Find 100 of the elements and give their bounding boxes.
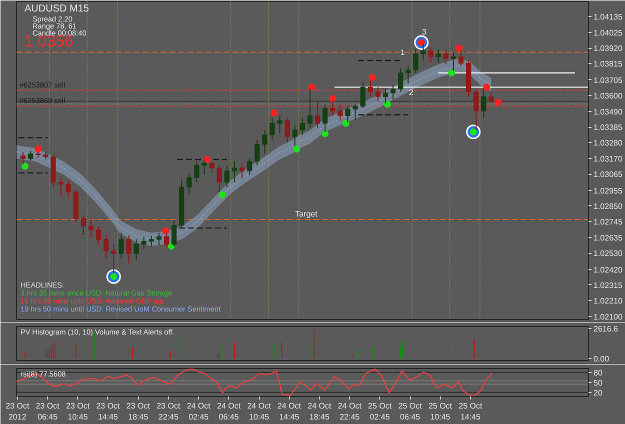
candlestick (186, 172, 192, 196)
candlestick (284, 117, 290, 143)
candlestick (232, 160, 238, 183)
candlestick (428, 46, 434, 63)
candlestick (420, 44, 426, 61)
y-tick-label: 1.03170 (594, 154, 623, 164)
point (322, 130, 329, 138)
candlestick (194, 160, 200, 183)
y-tick-label: 1.03920 (594, 44, 623, 54)
y-tick-label: 1.02745 (594, 217, 623, 226)
x-tick-label: 24 Oct 18:45 (308, 402, 332, 422)
point (270, 109, 278, 116)
candlestick (270, 117, 275, 140)
candlestick (202, 160, 207, 176)
candlestick (443, 48, 448, 65)
candlestick (307, 88, 313, 129)
y-tick-label: 20 (594, 388, 603, 398)
candlestick (66, 180, 71, 198)
point (204, 156, 211, 163)
candlestick (148, 235, 154, 248)
annotation: 3 (422, 27, 428, 36)
candlestick (20, 151, 26, 165)
x-tick-label: 23 Oct 22:45 (156, 402, 181, 422)
candlestick (413, 48, 418, 74)
x-tick-label: 24 Oct 10:45 (247, 402, 272, 422)
candlestick (360, 82, 366, 109)
candlestick (352, 104, 358, 122)
y-tick-label: 1.02530 (594, 249, 623, 258)
x-tick-label: 25 Oct 10:45 (428, 402, 453, 422)
candlestick (224, 166, 230, 188)
candlestick (488, 91, 494, 103)
candlestick (96, 226, 102, 246)
y-tick-label: 1.02955 (594, 186, 623, 196)
candlestick (277, 115, 282, 134)
candlestick (111, 244, 116, 274)
point (162, 227, 170, 234)
y-tick-label: 2616.6 (594, 324, 619, 334)
candlestick (172, 220, 177, 247)
candlestick (314, 101, 320, 129)
y-tick-label: 1.02315 (594, 280, 623, 290)
point (329, 95, 336, 102)
candlestick (458, 50, 464, 67)
y-tick-label: 50 (594, 378, 603, 388)
annotation: 2 (408, 88, 414, 98)
y-tick-label: 1.02635 (594, 234, 623, 243)
y-tick-label: 1.03065 (594, 170, 623, 180)
point (448, 69, 456, 76)
point (456, 44, 463, 52)
y-tick-label: 1.03385 (594, 123, 623, 132)
candlestick (338, 104, 343, 122)
x-tick-label: 24 Oct 02:45 (186, 402, 212, 422)
x-tick-label: 23 Oct 14:45 (96, 402, 121, 422)
candlestick (254, 139, 260, 166)
x-tick-label: 23 Oct 10:45 (66, 402, 90, 422)
chart-title: AUDUSD M15 (24, 4, 90, 14)
y-tick-label: 1.04025 (594, 28, 623, 38)
candlestick (436, 48, 441, 64)
candlestick (474, 88, 479, 130)
candlestick (88, 218, 94, 238)
x-tick-label: 23 Oct 2012 (6, 402, 30, 422)
candlestick (80, 215, 86, 236)
point (34, 146, 42, 152)
candlestick (481, 88, 486, 118)
candlestick (382, 88, 388, 104)
point (308, 84, 316, 91)
x-tick-label: 24 Oct 14:45 (277, 402, 302, 422)
candlestick (292, 124, 298, 147)
y-tick-label: 1.03815 (594, 60, 623, 69)
candlestick (375, 86, 381, 102)
y-tick-label: 1.02850 (594, 202, 623, 211)
candlestick (104, 234, 109, 260)
point (21, 162, 28, 170)
candlestick (28, 150, 34, 161)
annotation: 1 (400, 48, 406, 57)
point (494, 98, 502, 106)
candlestick (134, 238, 139, 261)
y-tick-label: 1.03490 (594, 108, 623, 117)
y-tick-label: 1.03705 (594, 76, 623, 85)
y-tick-label: 0.00 (594, 354, 610, 364)
annotation: Target (295, 210, 318, 218)
point (342, 120, 350, 127)
x-tick-label: 25 Oct 14:45 (458, 402, 484, 422)
line-series (16, 368, 493, 396)
y-tick-label: 1.02420 (594, 265, 623, 274)
candlestick (118, 232, 124, 260)
point (384, 100, 391, 108)
x-tick-label: 24 Oct 06:45 (217, 402, 242, 422)
x-tick-label: 25 Oct 02:45 (368, 402, 392, 422)
candlestick (300, 117, 305, 136)
candlestick (126, 235, 132, 264)
candlestick (345, 106, 350, 123)
y-tick-label: 1.03280 (594, 138, 623, 148)
y-tick-label: 1.02100 (594, 312, 623, 322)
candlestick (209, 160, 214, 174)
candlestick (390, 84, 396, 100)
candlestick (450, 51, 456, 72)
candlestick (141, 236, 146, 250)
candlestick (247, 158, 252, 176)
candlestick (262, 129, 268, 154)
y-tick-label: 1.02210 (594, 296, 623, 306)
